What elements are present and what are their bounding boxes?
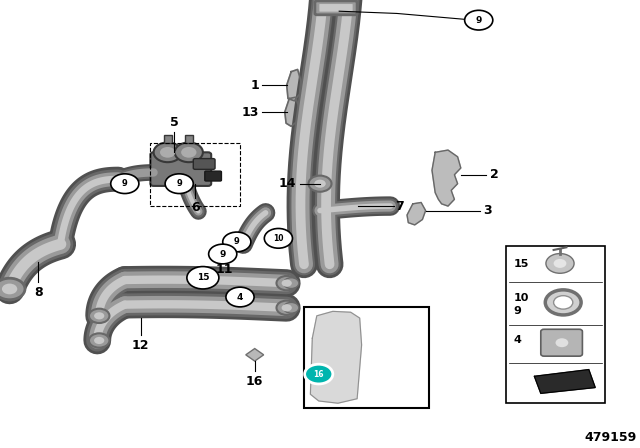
FancyBboxPatch shape [541, 329, 582, 356]
Text: 11: 11 [215, 263, 233, 276]
Circle shape [165, 174, 193, 194]
Circle shape [89, 333, 109, 348]
Circle shape [282, 280, 292, 287]
Bar [304, 307, 429, 408]
Circle shape [545, 290, 581, 315]
Circle shape [187, 267, 219, 289]
Circle shape [181, 147, 196, 158]
Circle shape [94, 337, 104, 344]
Circle shape [284, 278, 299, 289]
Polygon shape [534, 370, 595, 393]
Text: 1: 1 [250, 78, 259, 92]
Bar [185, 135, 193, 143]
Text: 3: 3 [483, 204, 492, 217]
FancyBboxPatch shape [150, 152, 211, 186]
Polygon shape [287, 69, 301, 101]
Text: 8: 8 [34, 286, 43, 299]
Text: 9: 9 [476, 16, 482, 25]
Text: 6: 6 [191, 201, 200, 214]
Circle shape [94, 312, 104, 319]
Circle shape [305, 364, 333, 384]
FancyBboxPatch shape [315, 1, 357, 15]
Circle shape [556, 338, 568, 347]
Text: 7: 7 [396, 199, 404, 213]
Circle shape [314, 180, 326, 188]
Circle shape [465, 10, 493, 30]
Circle shape [175, 142, 203, 162]
Polygon shape [310, 311, 362, 403]
Circle shape [111, 174, 139, 194]
Text: 9: 9 [122, 179, 127, 188]
Text: 2: 2 [490, 168, 499, 181]
Text: 14: 14 [279, 177, 296, 190]
Text: 9: 9 [220, 250, 226, 258]
Circle shape [284, 302, 299, 313]
Bar [164, 135, 172, 143]
Circle shape [554, 296, 573, 309]
FancyBboxPatch shape [319, 4, 353, 12]
Text: 13: 13 [242, 105, 259, 119]
Circle shape [209, 244, 237, 264]
Text: 10: 10 [273, 234, 284, 243]
Text: 10: 10 [513, 293, 529, 303]
Circle shape [89, 309, 109, 323]
Text: 5: 5 [170, 116, 179, 129]
FancyBboxPatch shape [205, 171, 221, 181]
Polygon shape [432, 150, 461, 206]
Polygon shape [285, 97, 299, 126]
Text: 9: 9 [234, 237, 239, 246]
Circle shape [308, 176, 332, 192]
Circle shape [282, 304, 292, 311]
Bar [150, 143, 240, 206]
Bar [506, 246, 605, 403]
Polygon shape [407, 202, 426, 225]
FancyBboxPatch shape [193, 159, 215, 169]
Circle shape [546, 254, 574, 273]
Text: 9: 9 [177, 179, 182, 188]
Circle shape [276, 301, 297, 315]
Circle shape [554, 259, 566, 268]
Circle shape [223, 232, 251, 252]
Text: 4: 4 [237, 293, 243, 302]
Text: 479159: 479159 [584, 431, 637, 444]
Text: 12: 12 [132, 339, 150, 352]
Text: 15: 15 [513, 259, 529, 269]
Polygon shape [246, 349, 264, 361]
Circle shape [276, 276, 297, 290]
Circle shape [2, 284, 17, 294]
Circle shape [160, 147, 175, 158]
Circle shape [154, 142, 182, 162]
Text: 15: 15 [196, 273, 209, 282]
Text: 9: 9 [513, 306, 521, 316]
Circle shape [0, 278, 25, 300]
Text: 16: 16 [314, 370, 324, 379]
Text: 4: 4 [513, 336, 521, 345]
Text: 16: 16 [246, 375, 264, 388]
Circle shape [226, 287, 254, 307]
Circle shape [264, 228, 292, 248]
